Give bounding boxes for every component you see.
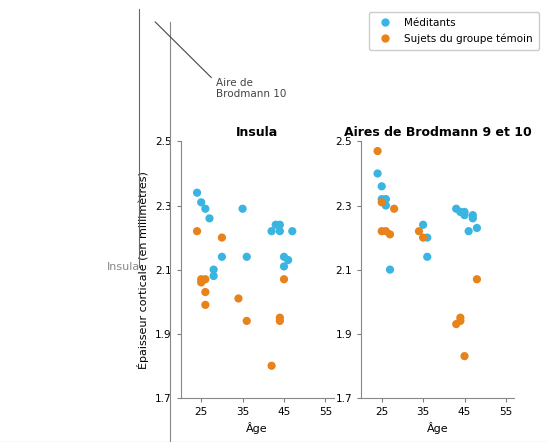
Point — [381, 195, 390, 202]
Y-axis label: Épaisseur corticale (en millimètres): Épaisseur corticale (en millimètres) — [137, 171, 149, 369]
Point — [242, 317, 251, 324]
Title: Insula: Insula — [236, 126, 278, 139]
Point — [284, 256, 293, 263]
Point — [197, 279, 206, 286]
Legend: Méditants, Sujets du groupe témoin: Méditants, Sujets du groupe témoin — [369, 12, 539, 50]
Point — [201, 289, 210, 296]
Point — [468, 212, 477, 219]
Point — [201, 205, 210, 212]
Point — [193, 228, 201, 235]
Point — [210, 272, 218, 280]
Point — [473, 225, 481, 232]
Point — [423, 253, 432, 260]
Text: Aire de
Brodmann 10: Aire de Brodmann 10 — [216, 78, 287, 99]
Point — [276, 314, 284, 321]
Point — [218, 234, 226, 241]
Point — [197, 276, 206, 283]
Point — [288, 228, 296, 235]
Point — [460, 353, 469, 360]
Point — [419, 234, 428, 241]
Point — [271, 221, 280, 228]
Point — [267, 362, 276, 369]
Point — [205, 215, 214, 222]
Point — [377, 199, 386, 206]
Point — [234, 295, 243, 302]
Text: Insula: Insula — [107, 263, 140, 272]
Point — [390, 205, 399, 212]
Point — [456, 209, 465, 216]
Point — [238, 205, 247, 212]
Point — [456, 314, 465, 321]
Point — [201, 301, 210, 309]
Point — [456, 317, 465, 324]
Point — [280, 263, 288, 270]
Point — [452, 205, 461, 212]
Point — [460, 212, 469, 219]
Point — [377, 195, 386, 202]
Point — [473, 276, 481, 283]
Point — [386, 231, 394, 238]
Point — [280, 276, 288, 283]
Point — [373, 170, 382, 177]
Point — [276, 317, 284, 324]
Point — [280, 253, 288, 260]
Point — [415, 228, 423, 235]
Point — [386, 266, 394, 273]
Point — [464, 228, 473, 235]
Title: Aires de Brodmann 9 et 10: Aires de Brodmann 9 et 10 — [344, 126, 532, 139]
Point — [381, 228, 390, 235]
Point — [267, 228, 276, 235]
Point — [242, 253, 251, 260]
Point — [193, 189, 201, 196]
Point — [468, 215, 477, 222]
Point — [373, 148, 382, 155]
Point — [201, 276, 210, 283]
Point — [377, 183, 386, 190]
Point — [218, 253, 226, 260]
Point — [460, 209, 469, 216]
Point — [210, 266, 218, 273]
Point — [452, 320, 461, 328]
Point — [423, 234, 432, 241]
X-axis label: Âge: Âge — [246, 423, 268, 434]
Point — [377, 228, 386, 235]
Point — [197, 199, 206, 206]
Point — [419, 221, 428, 228]
Point — [276, 221, 284, 228]
Point — [276, 228, 284, 235]
Point — [381, 202, 390, 209]
X-axis label: Âge: Âge — [427, 423, 449, 434]
